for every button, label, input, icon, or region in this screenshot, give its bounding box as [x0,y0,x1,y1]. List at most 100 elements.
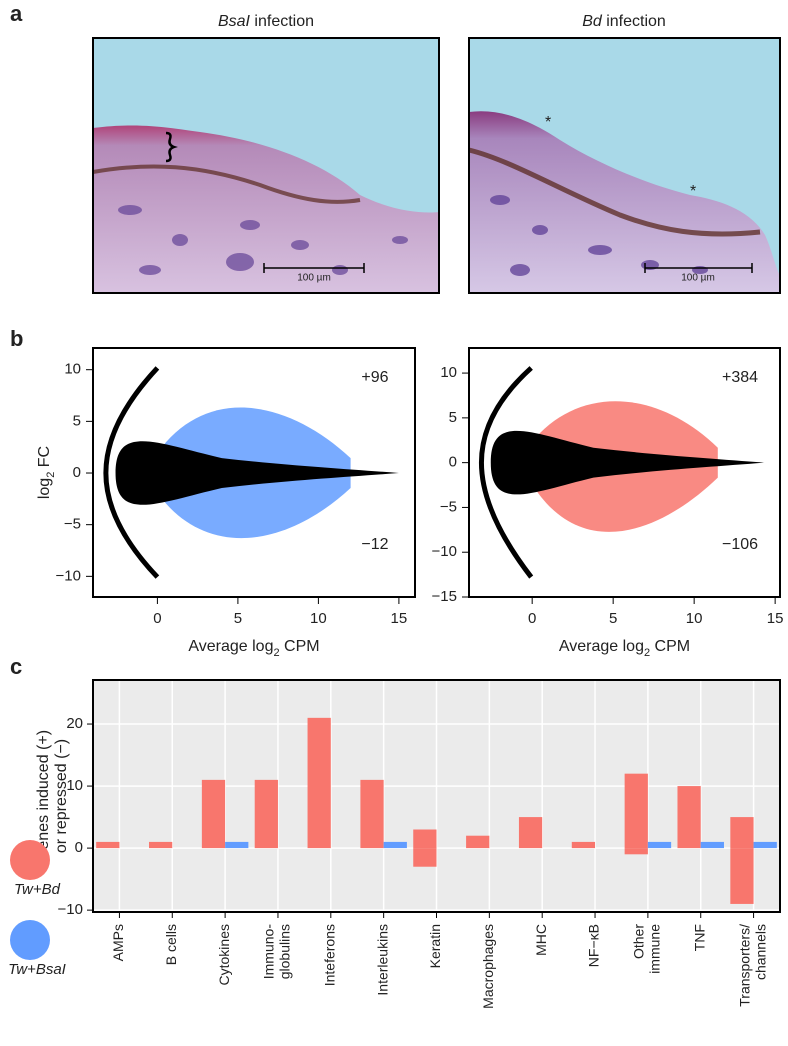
label-part: Average log [559,638,644,655]
bar [225,841,249,849]
y-tick-label: 5 [449,409,457,426]
arc [103,366,160,579]
scale-bar-label: 100 µm [681,273,715,284]
axis-title: log2 FC [36,446,57,499]
y-tick-label: 0 [73,464,81,481]
histology-right: * * [468,37,781,294]
x-tick-label: Immuno- [261,924,277,980]
label-part: CPM [650,638,690,655]
species: BsaI [218,13,251,30]
bar [96,841,120,849]
y-tick-label: −5 [64,516,81,533]
axis-title: Average log2 CPM [188,638,319,659]
x-tick-label: 5 [609,610,617,627]
x-tick-label: 10 [686,610,703,627]
bar [624,773,648,849]
bar [700,841,724,849]
x-tick-label: Cytokines [216,924,232,985]
bar [360,779,384,849]
axis-title: Genes induced (+) [35,730,52,862]
axis-title: Average log2 CPM [559,638,690,659]
label-sub: 2 [45,472,57,478]
annotation: −12 [361,536,388,553]
x-tick-label: immune [647,924,663,974]
label-part: log [36,478,53,499]
x-tick-label: Transporters/ [736,924,752,1007]
x-tick-label: NF−κB [586,924,602,967]
y-tick-label: 20 [66,715,83,732]
y-tick-label: −5 [440,498,457,515]
x-tick-label: 15 [767,610,784,627]
asterisk: * [690,183,696,200]
bar [624,848,648,855]
point-cloud [103,366,399,579]
image-title: BsaI infection [218,13,314,30]
y-tick-label: 5 [73,412,81,429]
plot-frame [92,679,781,913]
x-tick-label: MHC [533,924,549,956]
bar [571,841,596,849]
bar [730,817,754,849]
black-cloud [490,430,765,495]
bar [466,835,490,849]
x-tick-label: 10 [310,610,327,627]
bar [647,841,672,849]
x-tick-label: Inteferons [322,924,338,986]
y-tick-label: 10 [440,364,457,381]
panel-label: b [10,326,23,351]
bar [413,848,437,867]
legend-label: Tw+BsaI [8,961,66,978]
asterisk: * [545,114,551,131]
species: Bd [582,13,603,30]
annotation: +384 [722,369,758,386]
bar [677,786,701,849]
x-tick-label: Macrophages [480,924,496,1009]
y-tick-label: 10 [64,361,81,378]
plot-frame [92,347,416,598]
y-tick-label: −15 [432,588,457,605]
x-tick-label: TNF [691,924,707,951]
histology-left [92,37,440,294]
y-tick-label: −10 [432,543,457,560]
x-tick-label: AMPs [110,924,126,961]
panel-label: c [10,654,22,679]
bar [383,841,407,849]
legend-swatch [10,840,50,880]
scale-bar-label: 100 µm [297,273,331,284]
bar [730,848,754,904]
label-part: CPM [280,638,320,655]
label-sub: 2 [273,647,279,659]
x-tick-label: globulins [277,924,293,979]
x-tick-label: Interleukins [374,924,390,996]
label-sub: 2 [644,647,650,659]
legend-label: Tw+Bd [14,881,61,898]
bar [201,779,226,849]
bar [413,829,437,849]
label-part: Average log [188,638,273,655]
black-cloud [115,441,399,505]
y-tick-label: 0 [449,454,457,471]
title-rest: infection [602,13,666,30]
x-tick-label: 0 [153,610,161,627]
annotation: −106 [722,536,758,553]
legend-swatch [10,920,50,960]
x-tick-label: B cells [163,924,179,965]
bar [254,779,278,849]
bar [753,841,777,849]
point-cloud [478,366,765,579]
x-tick-label: 5 [234,610,242,627]
annotation: +96 [361,369,388,386]
label-part: FC [36,446,53,472]
axis-title: or repressed (−) [53,739,70,853]
y-tick-label: −10 [56,567,81,584]
x-tick-label: Other [631,924,647,959]
bar [149,841,173,849]
x-tick-label: 0 [528,610,536,627]
title-rest: infection [250,13,314,30]
panel-label: a [10,1,23,26]
plot-frame [468,347,781,598]
bar [307,717,331,849]
x-tick-label: channels [752,924,768,980]
y-tick-label: 10 [66,777,83,794]
